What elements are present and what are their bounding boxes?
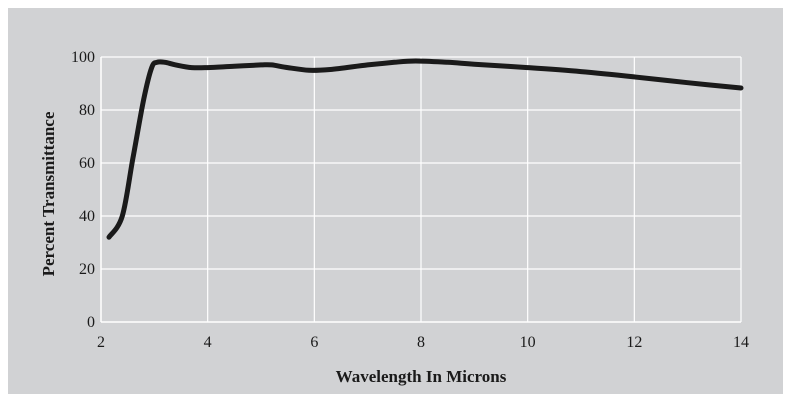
transmittance-series-line-0 — [106, 58, 744, 240]
y-tick-label-80: 80 — [79, 102, 95, 119]
y-tick-label-0: 0 — [87, 314, 95, 331]
transmittance-chart: Wavelength In Microns Percent Transmitta… — [39, 49, 749, 386]
x-tick-label-2: 2 — [97, 334, 105, 351]
y-tick-label-100: 100 — [71, 49, 95, 66]
labels-layer: Wavelength In Microns Percent Transmitta… — [39, 49, 749, 386]
x-tick-label-6: 6 — [310, 334, 318, 351]
x-tick-label-10: 10 — [520, 334, 536, 351]
series-layer — [106, 58, 744, 240]
y-tick-label-20: 20 — [79, 261, 95, 278]
chart-panel: Wavelength In Microns Percent Transmitta… — [8, 8, 783, 394]
x-axis-title: Wavelength In Microns — [336, 367, 507, 386]
y-tick-label-40: 40 — [79, 208, 95, 225]
axes-layer — [100, 57, 741, 323]
y-axis-title: Percent Transmittance — [39, 111, 58, 276]
y-tick-label-60: 60 — [79, 155, 95, 172]
grid-layer — [101, 56, 742, 322]
x-tick-label-8: 8 — [417, 334, 425, 351]
x-tick-label-14: 14 — [733, 334, 749, 351]
x-tick-label-4: 4 — [204, 334, 212, 351]
x-tick-label-12: 12 — [626, 334, 642, 351]
